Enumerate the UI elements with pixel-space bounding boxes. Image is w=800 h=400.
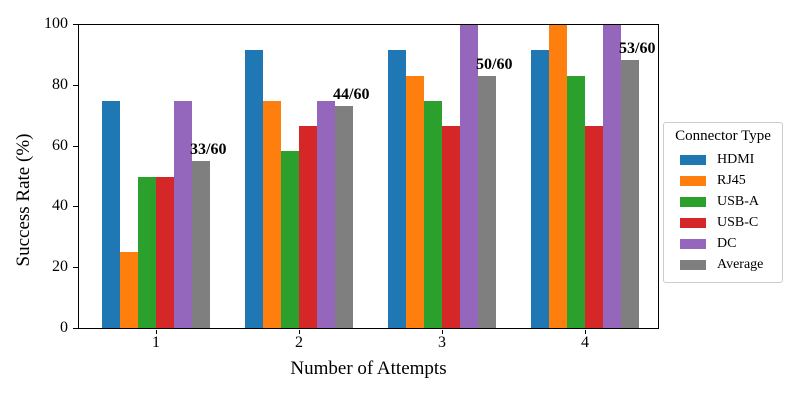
- legend-label: USB-A: [717, 193, 760, 209]
- bar-dc-attempt-2: [317, 100, 335, 328]
- bar-rj45-attempt-3: [406, 75, 424, 328]
- x-axis-label: Number of Attempts: [290, 358, 447, 379]
- bar-rj45-attempt-2: [263, 100, 281, 328]
- bar-dc-attempt-3: [460, 25, 478, 328]
- legend-item-usba: USB-A: [670, 191, 776, 212]
- bar-usba-attempt-1: [138, 176, 156, 328]
- legend-swatch-icon: [680, 259, 706, 270]
- legend-item-usbc: USB-C: [670, 212, 776, 233]
- average-annotation: 33/60: [190, 141, 227, 159]
- legend-item-rj45: RJ45: [670, 170, 776, 191]
- x-tick-mark: [585, 330, 586, 334]
- legend-title: Connector Type: [675, 128, 771, 144]
- y-tick-label: 60: [52, 136, 68, 154]
- bar-average-attempt-3: [478, 75, 496, 328]
- legend-label: RJ45: [717, 172, 746, 188]
- bar-usbc-attempt-4: [585, 126, 603, 328]
- x-tick-mark: [442, 330, 443, 334]
- y-tick-label: 80: [52, 75, 68, 93]
- legend-swatch-icon: [680, 154, 706, 165]
- y-tick-mark: [73, 24, 78, 25]
- y-tick-label: 0: [60, 319, 68, 336]
- y-tick-label: 100: [44, 15, 68, 32]
- average-annotation: 53/60: [619, 40, 656, 58]
- y-tick-mark: [73, 328, 78, 329]
- legend-item-hdmi: HDMI: [670, 149, 776, 170]
- bar-hdmi-attempt-4: [531, 50, 549, 328]
- legend-item-average: Average: [670, 254, 776, 275]
- legend-items: HDMI RJ45 USB-A USB-C DC Average: [670, 149, 776, 275]
- plot-area: 33/60 44/60 50/60 53/60: [78, 24, 659, 329]
- y-tick-mark: [73, 145, 78, 147]
- x-tick-mark: [299, 330, 300, 334]
- bar-usbc-attempt-2: [299, 126, 317, 328]
- legend-swatch-icon: [680, 238, 706, 249]
- legend-swatch-icon: [680, 217, 706, 228]
- bar-usba-attempt-2: [281, 151, 299, 328]
- x-tick-label: 3: [438, 334, 446, 351]
- x-tick-label: 2: [295, 334, 303, 351]
- x-tick-label: 4: [581, 334, 589, 351]
- x-tick-label: 1: [152, 334, 160, 351]
- legend-item-dc: DC: [670, 233, 776, 254]
- bar-usba-attempt-4: [567, 75, 585, 328]
- legend-label: HDMI: [717, 151, 755, 167]
- bar-usbc-attempt-3: [442, 126, 460, 328]
- y-tick-label: 20: [52, 258, 68, 276]
- bar-hdmi-attempt-1: [102, 100, 120, 328]
- bar-average-attempt-1: [192, 161, 210, 328]
- legend-label: Average: [717, 256, 764, 272]
- bar-average-attempt-2: [335, 105, 353, 328]
- legend: Connector Type HDMI RJ45 USB-A USB-C DC Avera…: [663, 122, 783, 283]
- legend-swatch-icon: [680, 175, 706, 186]
- legend-swatch-icon: [680, 196, 706, 207]
- x-tick-mark: [156, 330, 157, 334]
- average-annotation: 44/60: [333, 85, 370, 103]
- legend-label: DC: [717, 235, 737, 251]
- bar-average-attempt-4: [621, 60, 639, 328]
- y-tick-mark: [73, 84, 78, 86]
- bar-dc-attempt-1: [174, 100, 192, 328]
- y-tick-mark: [73, 267, 78, 269]
- y-tick-mark: [73, 206, 78, 208]
- bar-dc-attempt-4: [603, 25, 621, 328]
- bar-rj45-attempt-4: [549, 25, 567, 328]
- average-annotation: 50/60: [476, 55, 513, 73]
- bar-hdmi-attempt-2: [245, 50, 263, 328]
- legend-label: USB-C: [717, 214, 759, 230]
- bar-usba-attempt-3: [424, 100, 442, 328]
- bar-hdmi-attempt-3: [388, 50, 406, 328]
- bar-rj45-attempt-1: [120, 252, 138, 328]
- bar-usbc-attempt-1: [156, 176, 174, 328]
- y-tick-label: 40: [52, 197, 68, 215]
